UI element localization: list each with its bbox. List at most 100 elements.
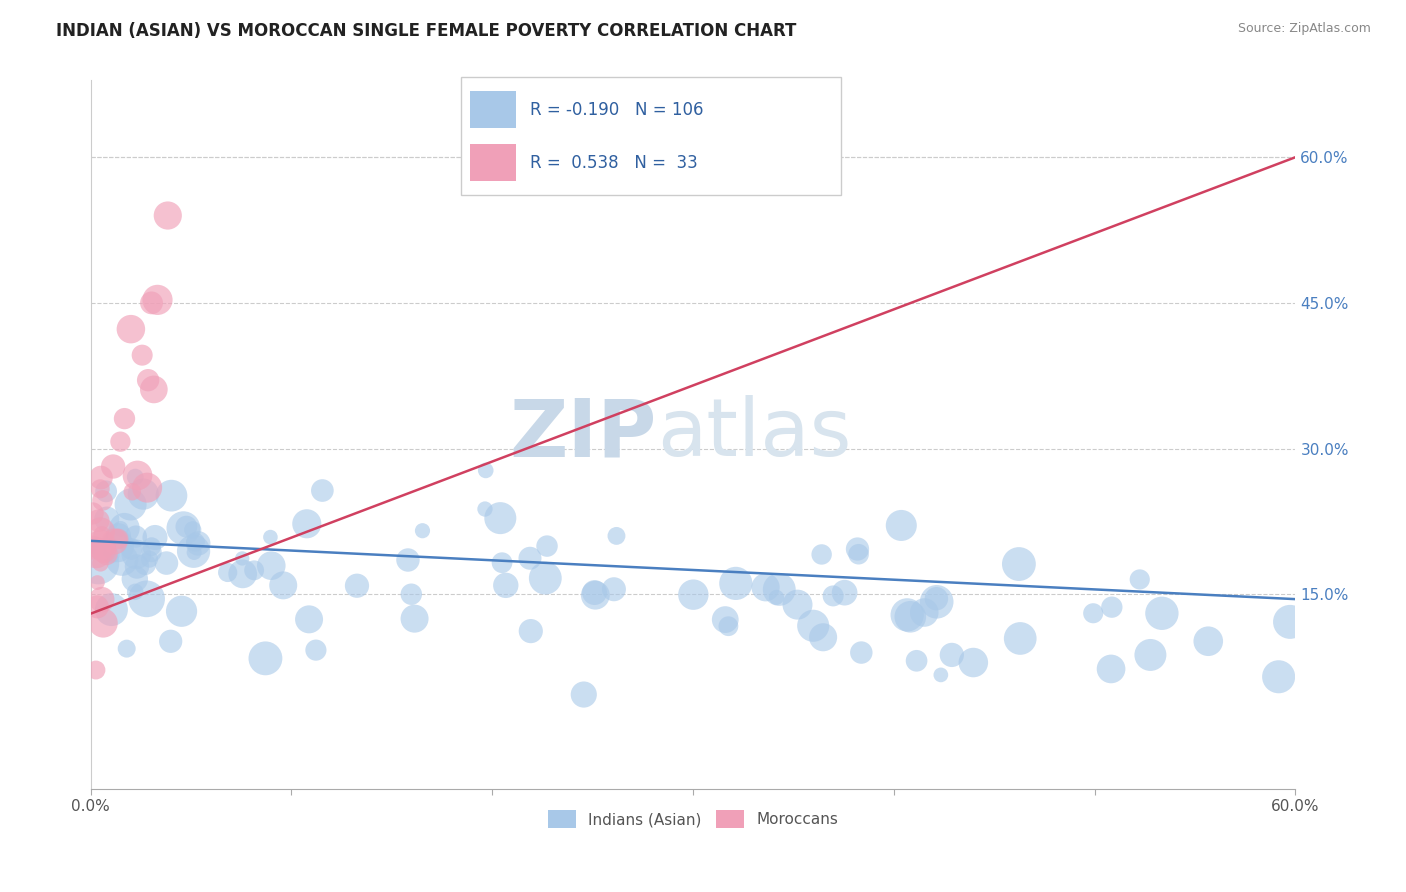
Point: [86, 575, 108, 590]
Point: [846, 542, 869, 557]
Point: [474, 502, 496, 516]
Point: [107, 528, 129, 542]
Point: [125, 559, 148, 574]
FancyBboxPatch shape: [470, 145, 516, 181]
Point: [125, 547, 148, 561]
Point: [124, 584, 146, 599]
Point: [82, 507, 104, 521]
Point: [254, 651, 277, 665]
Point: [1129, 573, 1152, 587]
Point: [890, 518, 912, 533]
Point: [170, 604, 193, 618]
Point: [259, 530, 281, 544]
Point: [107, 539, 129, 553]
Point: [298, 612, 321, 626]
Point: [1010, 632, 1032, 646]
Point: [136, 373, 159, 387]
Point: [91, 615, 114, 630]
Point: [534, 571, 557, 585]
Text: R =  0.538   N =  33: R = 0.538 N = 33: [530, 153, 699, 172]
Point: [717, 619, 740, 633]
Point: [183, 544, 205, 558]
Point: [896, 607, 918, 622]
Point: [271, 578, 294, 592]
Point: [90, 527, 112, 541]
Point: [89, 524, 111, 539]
Point: [142, 383, 165, 397]
Point: [100, 548, 122, 562]
Point: [898, 609, 921, 624]
Point: [131, 348, 153, 362]
FancyBboxPatch shape: [461, 78, 841, 195]
Text: atlas: atlas: [657, 395, 851, 473]
Point: [160, 489, 183, 503]
Point: [143, 531, 166, 545]
Point: [86, 599, 108, 614]
Point: [768, 582, 790, 597]
Point: [1099, 662, 1122, 676]
Point: [111, 552, 134, 566]
Point: [90, 592, 112, 607]
Point: [491, 556, 513, 570]
Point: [851, 646, 873, 660]
Point: [962, 656, 984, 670]
Point: [84, 546, 107, 560]
Point: [243, 563, 266, 577]
Point: [115, 641, 138, 656]
FancyBboxPatch shape: [470, 91, 516, 128]
Point: [1083, 606, 1105, 620]
Point: [100, 602, 122, 616]
Point: [176, 519, 198, 533]
Point: [495, 578, 517, 592]
Point: [90, 538, 112, 552]
Legend: Indians (Asian), Moroccans: Indians (Asian), Moroccans: [541, 805, 844, 834]
Point: [1267, 670, 1289, 684]
Point: [912, 606, 935, 620]
Point: [346, 579, 368, 593]
Point: [90, 470, 112, 484]
Point: [138, 552, 160, 566]
Point: [1150, 607, 1173, 621]
Point: [786, 598, 808, 612]
Point: [404, 612, 426, 626]
Point: [929, 668, 952, 682]
Text: INDIAN (ASIAN) VS MOROCCAN SINGLE FEMALE POVERTY CORRELATION CHART: INDIAN (ASIAN) VS MOROCCAN SINGLE FEMALE…: [56, 22, 797, 40]
Point: [120, 498, 142, 512]
Point: [1008, 557, 1031, 571]
Point: [305, 643, 328, 657]
Point: [411, 524, 433, 538]
Point: [295, 516, 318, 531]
Point: [96, 547, 118, 561]
Point: [801, 619, 824, 633]
Point: [1197, 634, 1219, 648]
Point: [583, 588, 606, 602]
Point: [155, 556, 177, 570]
Point: [474, 463, 496, 477]
Text: R = -0.190   N = 106: R = -0.190 N = 106: [530, 101, 704, 119]
Point: [120, 541, 142, 556]
Point: [132, 487, 155, 501]
Point: [583, 585, 606, 599]
Point: [112, 521, 135, 535]
Point: [101, 459, 124, 474]
Point: [810, 548, 832, 562]
Point: [124, 470, 146, 484]
Point: [811, 630, 834, 644]
Point: [84, 663, 107, 677]
Point: [724, 576, 747, 591]
Point: [489, 511, 512, 525]
Point: [141, 545, 163, 559]
Point: [125, 530, 148, 544]
Point: [925, 595, 948, 609]
Point: [765, 591, 787, 605]
Point: [217, 566, 239, 580]
Point: [82, 541, 104, 555]
Point: [121, 484, 143, 499]
Point: [93, 543, 115, 558]
Point: [135, 591, 157, 606]
Point: [146, 293, 169, 307]
Point: [823, 589, 845, 603]
Point: [905, 654, 928, 668]
Point: [172, 521, 194, 535]
Point: [87, 514, 110, 528]
